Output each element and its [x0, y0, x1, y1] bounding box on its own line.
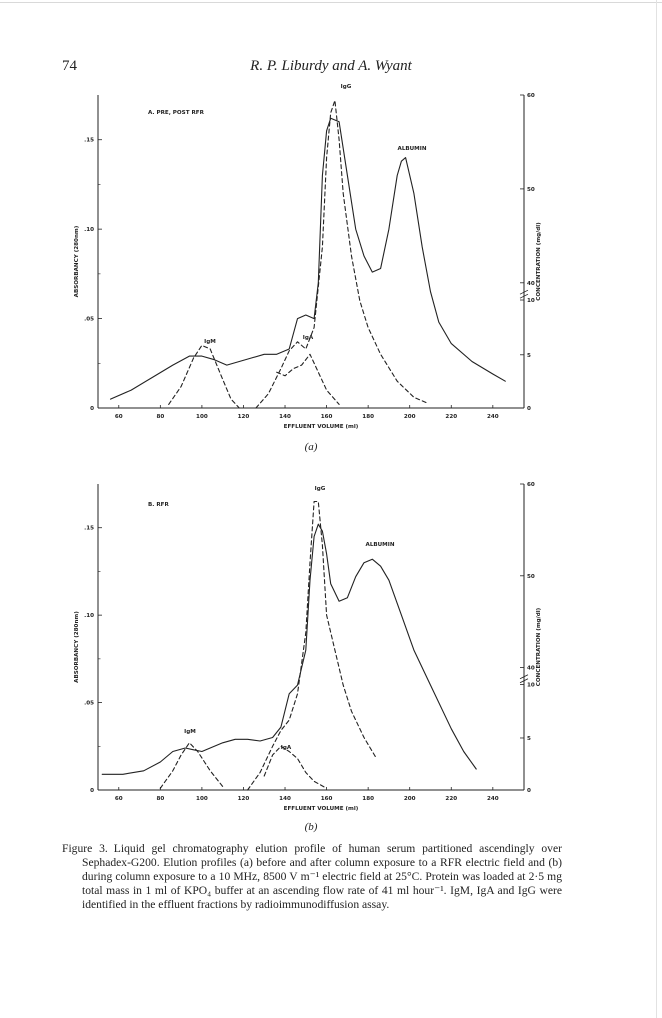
y-tick-label: .05 — [84, 701, 94, 707]
y-tick-label: .15 — [84, 138, 94, 144]
y2-tick-label: 5 — [527, 736, 531, 742]
y2-tick-label: 60 — [527, 482, 535, 488]
chart-panel-b: 60 80 100 120 140 160 180 200 220 240 0 .05 .10 .15 0 5… — [74, 482, 542, 833]
x-tick-label: 120 — [238, 796, 250, 802]
dashed-series-line — [276, 353, 340, 405]
x-tick-label: 160 — [321, 796, 333, 802]
y-tick-label: .15 — [84, 526, 94, 532]
peak-label-iga: IgA — [281, 745, 292, 751]
x-tick-label: 60 — [115, 414, 123, 420]
dashed-series-line — [247, 500, 378, 791]
panel-title: B. RFR — [148, 502, 169, 508]
page-edge-right — [656, 0, 657, 1018]
y-tick-label: 0 — [90, 788, 94, 794]
y2-tick-label: 50 — [527, 187, 535, 193]
panel-sublabel: (b) — [305, 821, 318, 833]
y2-tick-label: 0 — [527, 406, 531, 412]
peak-label-igg: IgG — [341, 84, 352, 90]
x-tick-label: 80 — [156, 796, 164, 802]
solid-series-line — [109, 117, 506, 400]
peak-label-albumin: ALBUMIN — [397, 146, 426, 152]
x-tick-label: 180 — [362, 796, 374, 802]
dashed-series-line — [159, 742, 224, 789]
x-tick-label: 180 — [362, 414, 374, 420]
panel-title: A. PRE, POST RFR — [148, 110, 205, 116]
x-tick-label: 140 — [279, 796, 291, 802]
y2-tick-label: 50 — [527, 574, 535, 580]
x-tick-label: 160 — [321, 414, 333, 420]
chart-panel-a: 60 80 100 120 140 160 180 200 220 240 0 .05 .10 .15 0 5… — [74, 84, 542, 453]
peak-label-albumin: ALBUMIN — [365, 542, 394, 548]
figure-caption: Figure 3. Liquid gel chromatography eluti… — [62, 842, 562, 912]
solid-series-line — [101, 523, 477, 775]
page-number: 74 — [62, 58, 77, 74]
peak-label-igm: IgM — [184, 729, 196, 735]
y2-axis-label: CONCENTRATION (mg/dl) — [536, 607, 542, 686]
y-tick-label: .10 — [84, 613, 94, 619]
y2-tick-label: 10 — [527, 682, 535, 688]
dashed-series-line — [263, 745, 328, 789]
x-tick-label: 240 — [487, 796, 499, 802]
y-axis-label: ABSORBANCY (280nm) — [74, 225, 80, 297]
y2-axis-label: CONCENTRATION (mg/dl) — [536, 222, 542, 301]
x-tick-label: 100 — [196, 796, 208, 802]
x-tick-label: 100 — [196, 414, 208, 420]
y-tick-label: .10 — [84, 227, 94, 233]
peak-label-igm: IgM — [204, 339, 216, 345]
axis-break-mark — [519, 674, 529, 680]
axis-break-mark — [519, 678, 529, 684]
axis-break-mark — [519, 289, 529, 295]
y2-tick-label: 10 — [527, 298, 535, 304]
caption-label: Figure 3. — [62, 842, 108, 855]
y2-tick-label: 40 — [527, 281, 535, 287]
x-tick-label: 200 — [404, 796, 416, 802]
running-head: R. P. Liburdy and A. Wyant — [250, 58, 412, 74]
page-edge-top — [0, 2, 662, 3]
y-tick-label: 0 — [90, 406, 94, 412]
peak-label-igg: IgG — [315, 486, 326, 492]
x-tick-label: 240 — [487, 414, 499, 420]
dashed-series-line — [255, 99, 427, 409]
panel-sublabel: (a) — [305, 441, 318, 453]
y2-tick-label: 5 — [527, 353, 531, 359]
x-tick-label: 220 — [445, 414, 457, 420]
x-tick-label: 200 — [404, 414, 416, 420]
x-axis-label: EFFLUENT VOLUME (ml) — [284, 806, 359, 812]
y-tick-label: .05 — [84, 317, 94, 323]
x-tick-label: 60 — [115, 796, 123, 802]
peak-label-iga: IgA — [303, 335, 314, 341]
axis-break-mark — [519, 293, 529, 299]
x-tick-label: 120 — [238, 414, 250, 420]
y2-tick-label: 0 — [527, 788, 531, 794]
y-axis-label: ABSORBANCY (280nm) — [74, 611, 80, 683]
y2-tick-label: 60 — [527, 93, 535, 99]
y2-tick-label: 40 — [527, 666, 535, 672]
x-tick-label: 140 — [279, 414, 291, 420]
dashed-series-line — [168, 344, 240, 409]
x-axis-label: EFFLUENT VOLUME (ml) — [284, 424, 359, 430]
x-tick-label: 220 — [445, 796, 457, 802]
x-tick-label: 80 — [156, 414, 164, 420]
caption-text: Liquid gel chromatography elution profil… — [82, 842, 562, 911]
